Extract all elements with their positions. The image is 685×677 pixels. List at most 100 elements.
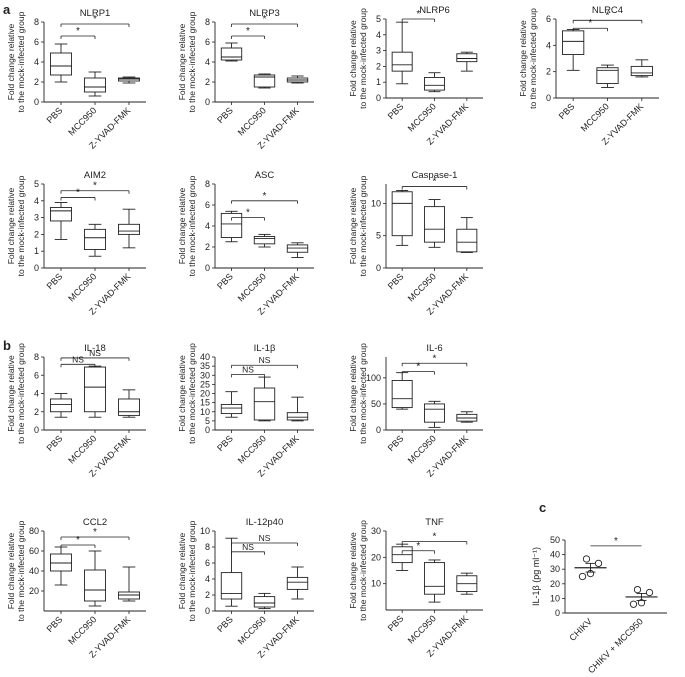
y-tick-label: 30 xyxy=(200,370,210,380)
box xyxy=(286,576,309,590)
y-tick-label: 0 xyxy=(376,425,381,435)
y-axis-label: to the mock-infected group xyxy=(358,8,368,109)
box xyxy=(50,207,72,222)
y-axis-label: to the mock-infected group xyxy=(358,175,368,276)
box xyxy=(84,228,106,250)
x-tick-label: PBS xyxy=(45,433,65,453)
y-axis-label: Fold change relative xyxy=(177,23,187,100)
y-tick-label: 5 xyxy=(205,416,210,426)
y-tick-label: 20 xyxy=(371,552,381,562)
chart-title: CCL2 xyxy=(83,517,107,528)
y-tick-label: 0 xyxy=(555,608,560,618)
y-tick-label: 6 xyxy=(205,200,210,210)
box xyxy=(391,51,413,72)
y-tick-label: 4 xyxy=(34,389,39,399)
y-tick-label: 50 xyxy=(550,535,560,545)
panel-label-c: c xyxy=(539,500,546,515)
significance-label: * xyxy=(93,527,97,538)
chart-panel: 0 2 4 6 8 10 IL-12p40 Fold change relative to th… xyxy=(177,517,314,660)
chart-title: AIM2 xyxy=(84,170,106,181)
significance-label: * xyxy=(263,14,267,25)
y-axis-label: Fold change relative xyxy=(348,187,358,264)
y-tick-label: 6 xyxy=(546,14,551,24)
y-tick-label: 30 xyxy=(550,564,560,574)
significance-label: NS xyxy=(72,354,84,364)
y-axis-label: to the mock-infected group xyxy=(187,520,197,621)
box xyxy=(118,223,140,235)
y-tick-label: 1 xyxy=(34,246,39,256)
chart-title: IL-1β xyxy=(254,343,276,354)
y-axis-label: Fold change relative xyxy=(177,187,187,264)
y-axis-label: Fold change relative xyxy=(6,355,16,432)
box xyxy=(118,77,140,82)
y-tick-label: 3 xyxy=(376,46,381,56)
y-axis-label: to the mock-infected group xyxy=(187,11,197,112)
x-tick-label: PBS xyxy=(45,614,65,634)
y-axis-label: to the mock-infected group xyxy=(16,343,26,444)
x-tick-label: MCC950 xyxy=(236,433,268,465)
y-axis-label: Fold change relative xyxy=(6,23,16,100)
y-tick-label: 6 xyxy=(34,37,39,47)
chart-title: NLRP3 xyxy=(249,8,280,19)
y-tick-label: 3 xyxy=(34,213,39,223)
chart-title: NLRP6 xyxy=(419,5,450,16)
y-axis-label: to the mock-infected group xyxy=(187,175,197,276)
x-tick-label: MCC950 xyxy=(66,105,98,137)
y-tick-label: 2 xyxy=(546,67,551,77)
y-tick-label: 2 xyxy=(34,407,39,417)
y-axis-label: to the mock-infected group xyxy=(528,8,538,109)
significance-label: * xyxy=(416,9,420,20)
box xyxy=(253,236,276,245)
box xyxy=(562,30,585,56)
y-axis-label: to the mock-infected group xyxy=(187,343,197,444)
y-axis-label: Fold change relative xyxy=(6,532,16,609)
box xyxy=(424,206,445,243)
chart-panel: 0 2 4 6 8 NLRP1 Fold change relative to the moc… xyxy=(6,8,146,151)
y-tick-label: 0 xyxy=(34,263,39,273)
box xyxy=(118,398,140,416)
chart-panel: 0 1 2 3 4 5 NLRP6 Fold change relative to the mo… xyxy=(348,5,483,147)
significance-label: * xyxy=(433,177,437,188)
y-tick-label: 10 xyxy=(200,526,210,536)
y-tick-label: 1 xyxy=(376,77,381,87)
box xyxy=(253,387,276,421)
chart-title: TNF xyxy=(425,517,444,528)
significance-label: NS xyxy=(242,364,254,374)
y-tick-label: 2 xyxy=(205,77,210,87)
y-tick-label: 10 xyxy=(200,407,210,417)
x-tick-label: PBS xyxy=(215,105,235,125)
chart-panel: 0 2 4 6 8 NLRP3 Fold change relative to the moc… xyxy=(177,8,314,151)
y-tick-label: 50 xyxy=(371,399,381,409)
y-tick-label: 0 xyxy=(205,606,210,616)
significance-label: * xyxy=(433,353,437,364)
significance-label: NS xyxy=(242,542,254,552)
box xyxy=(118,591,140,600)
box xyxy=(84,569,106,602)
y-tick-label: 0 xyxy=(205,425,210,435)
y-axis-label: Fold change relative xyxy=(518,20,528,97)
y-tick-label: 10 xyxy=(371,198,381,208)
y-tick-label: 80 xyxy=(29,526,39,536)
x-tick-label: CHIKV + MCC950 xyxy=(586,616,645,675)
x-tick-label: PBS xyxy=(215,271,235,291)
y-tick-label: 40 xyxy=(550,550,560,560)
box xyxy=(630,65,653,77)
x-tick-label: MCC950 xyxy=(236,105,268,137)
x-tick-label: PBS xyxy=(386,613,406,633)
significance-label: * xyxy=(606,10,610,21)
box xyxy=(253,74,276,88)
significance-label: * xyxy=(416,541,420,552)
data-point xyxy=(594,559,603,568)
significance-label: * xyxy=(588,18,592,29)
box xyxy=(456,228,478,253)
box xyxy=(596,67,619,84)
y-tick-label: 2 xyxy=(34,229,39,239)
box xyxy=(286,244,309,253)
y-tick-label: 10 xyxy=(550,593,560,603)
chart-title: IL-6 xyxy=(426,343,442,354)
y-axis-label: to the mock-infected group xyxy=(16,175,26,276)
box xyxy=(391,191,413,237)
box xyxy=(50,553,72,572)
